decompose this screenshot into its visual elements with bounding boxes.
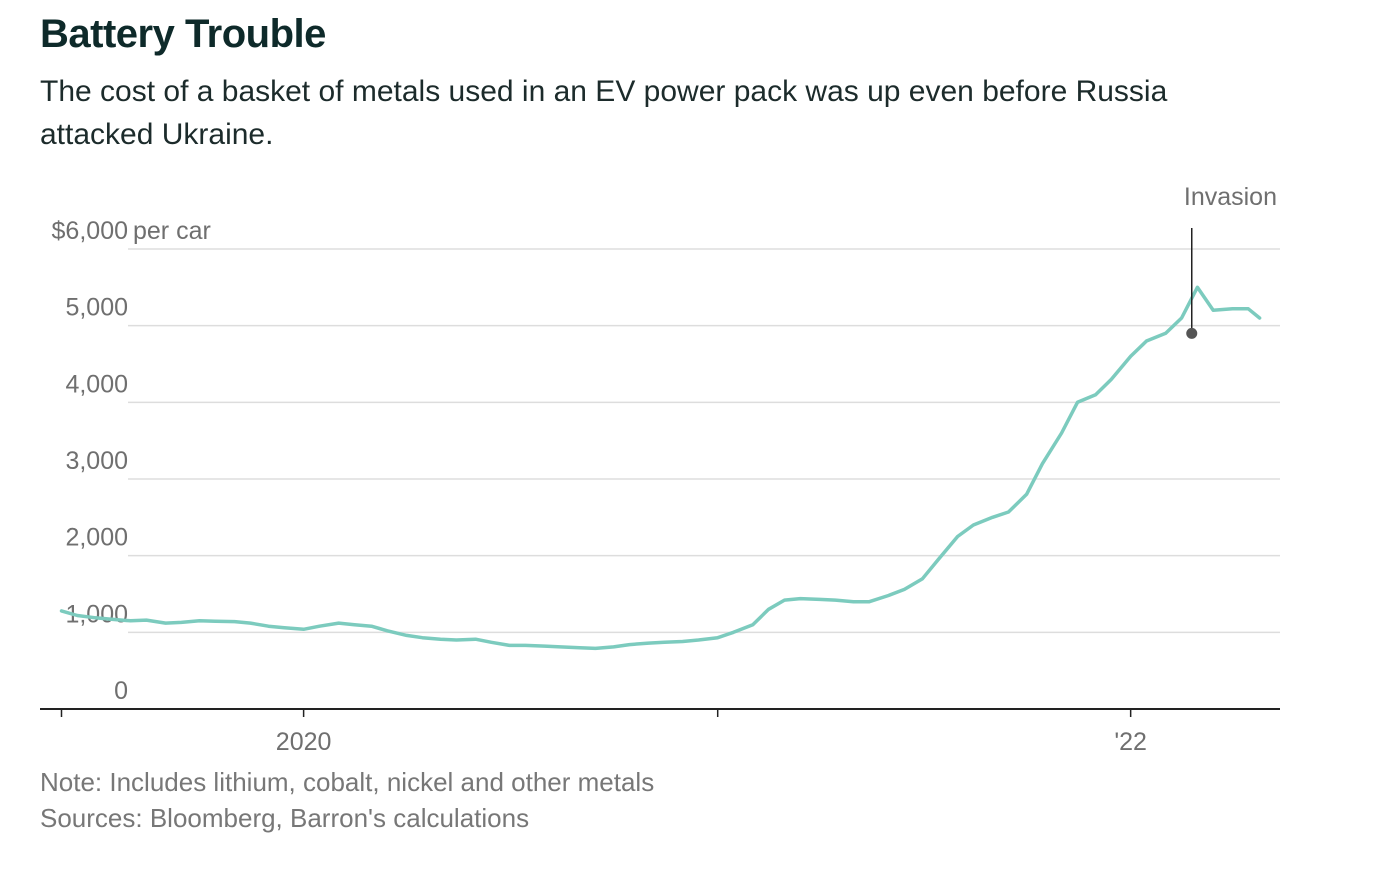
y-tick-label: 4,000 (65, 370, 128, 398)
annotation-layer: Invasion (1184, 183, 1277, 339)
y-tick-label: 3,000 (65, 447, 128, 475)
chart-note: Note: Includes lithium, cobalt, nickel a… (40, 767, 655, 797)
x-tick-label: 2020 (276, 728, 332, 756)
x-tick-label: '22 (1114, 728, 1147, 756)
invasion-annotation-label: Invasion (1184, 183, 1277, 211)
gridlines (128, 248, 1280, 634)
y-tick-label: 5,000 (65, 294, 128, 322)
invasion-marker (1186, 327, 1198, 339)
series-layer (59, 285, 1262, 651)
y-tick-label: 0 (114, 677, 128, 705)
y-tick-label: 2,000 (65, 524, 128, 552)
chart-title: Battery Trouble (40, 12, 326, 56)
chart-sources: Sources: Bloomberg, Barron's calculation… (40, 803, 530, 833)
y-axis-unit-label: per car (133, 217, 211, 245)
y-tick-label: $6,000 (52, 217, 128, 245)
chart-subtitle: The cost of a basket of metals used in a… (40, 75, 1168, 151)
series-line (59, 285, 1262, 651)
notes: Note: Includes lithium, cobalt, nickel a… (40, 764, 654, 836)
x-axis: 2020 '22 (40, 708, 1280, 756)
